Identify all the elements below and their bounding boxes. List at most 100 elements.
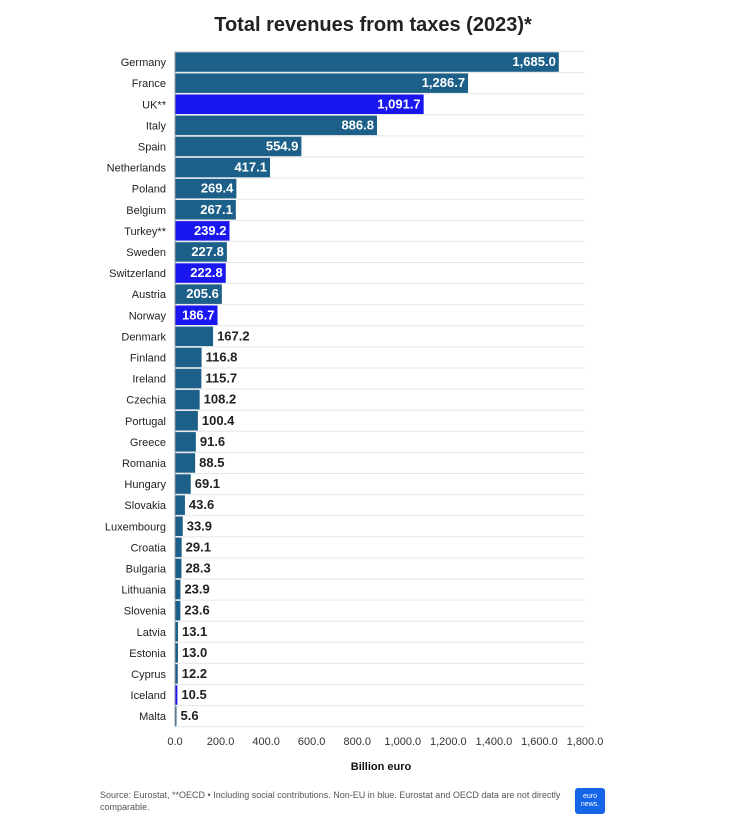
value-label: 1,286.7 [422, 75, 465, 90]
x-tick-label: 0.0 [167, 736, 182, 748]
category-label: Netherlands [107, 163, 167, 175]
value-label: 100.4 [202, 413, 235, 428]
x-axis-label: Billion euro [350, 761, 412, 773]
bar [175, 221, 230, 241]
category-label: France [132, 78, 166, 90]
x-tick-label: 800.0 [343, 736, 371, 748]
bar [175, 579, 181, 600]
value-label: 28.3 [185, 560, 210, 575]
logo-text-line2: news. [580, 801, 600, 808]
euronews-logo: euro news. [575, 788, 605, 814]
bar [175, 368, 202, 389]
x-tick-label: 1,200.0 [430, 736, 467, 748]
bar [175, 305, 218, 325]
category-label: Czechia [126, 395, 167, 407]
value-label: 108.2 [204, 392, 237, 407]
bar [175, 432, 196, 452]
value-label: 167.2 [217, 328, 250, 343]
bar [175, 474, 191, 494]
value-label: 205.6 [186, 286, 219, 301]
bar [175, 157, 271, 178]
value-label: 33.9 [187, 518, 212, 533]
category-label: Belgium [126, 205, 166, 217]
x-tick-label: 1,600.0 [521, 736, 558, 748]
category-label: Austria [132, 289, 167, 301]
bar [175, 115, 377, 136]
category-label: Lithuania [121, 585, 167, 597]
category-label: Latvia [137, 627, 167, 639]
x-tick-label: 400.0 [252, 736, 280, 748]
value-label: 12.2 [182, 666, 207, 681]
category-label: Luxembourg [105, 521, 166, 533]
category-label: Slovakia [124, 500, 166, 512]
x-tick-label: 600.0 [298, 736, 326, 748]
value-label: 91.6 [200, 434, 225, 449]
value-label: 222.8 [190, 265, 223, 280]
category-label: Greece [130, 437, 166, 449]
category-label: Iceland [131, 690, 166, 702]
category-label: Denmark [121, 331, 166, 343]
value-label: 267.1 [200, 202, 233, 217]
bar [175, 136, 302, 157]
bar [175, 347, 202, 368]
category-label: Cyprus [131, 669, 166, 681]
category-label: Slovenia [124, 606, 167, 618]
bar [175, 326, 214, 347]
x-tick-label: 200.0 [207, 736, 235, 748]
value-label: 269.4 [201, 181, 234, 196]
value-label: 1,091.7 [377, 96, 420, 111]
value-label: 29.1 [186, 539, 211, 554]
category-label: Romania [122, 458, 167, 470]
category-label: Malta [139, 711, 167, 723]
bar [175, 263, 226, 283]
category-label: Norway [129, 310, 167, 322]
bar [175, 643, 178, 663]
source-note: Source: Eurostat, **OECD • Including soc… [100, 790, 561, 812]
value-label: 13.0 [182, 645, 207, 660]
category-label: Estonia [129, 648, 167, 660]
bar [175, 622, 178, 642]
category-label: Finland [130, 352, 166, 364]
category-label: Spain [138, 141, 166, 153]
x-tick-label: 1,400.0 [476, 736, 513, 748]
bar [175, 94, 424, 114]
bar [175, 537, 182, 558]
bar [175, 685, 178, 705]
x-tick-label: 1,800.0 [567, 736, 604, 748]
value-label: 1,685.0 [512, 54, 555, 69]
value-label: 239.2 [194, 223, 227, 238]
bar [175, 516, 183, 536]
value-label: 10.5 [181, 687, 206, 702]
category-label: Poland [132, 184, 166, 196]
value-label: 23.9 [184, 582, 209, 597]
value-label: 23.6 [184, 603, 209, 618]
x-tick-label: 1,000.0 [384, 736, 421, 748]
category-label: Ireland [132, 374, 166, 386]
bar [175, 389, 200, 410]
category-label: Sweden [126, 247, 166, 259]
bar [175, 600, 181, 621]
value-label: 5.6 [181, 708, 199, 723]
category-label: Germany [121, 57, 167, 69]
category-label: Hungary [124, 479, 166, 491]
category-label: Croatia [131, 542, 167, 554]
logo-text-line1: euro [582, 793, 597, 800]
value-label: 116.8 [206, 349, 238, 364]
bar [175, 242, 227, 262]
value-label: 886.8 [341, 117, 374, 132]
category-label: Portugal [125, 416, 166, 428]
value-label: 13.1 [182, 624, 207, 639]
bar [175, 178, 237, 199]
value-label: 417.1 [234, 160, 267, 175]
category-label: Bulgaria [126, 563, 167, 575]
value-label: 186.7 [182, 307, 215, 322]
bar [175, 52, 559, 72]
bar [175, 706, 177, 726]
bar [175, 284, 222, 304]
bar [175, 664, 178, 684]
category-label: Switzerland [109, 268, 166, 280]
bar [175, 411, 198, 431]
bar [175, 558, 182, 579]
category-label: Turkey** [124, 226, 166, 238]
